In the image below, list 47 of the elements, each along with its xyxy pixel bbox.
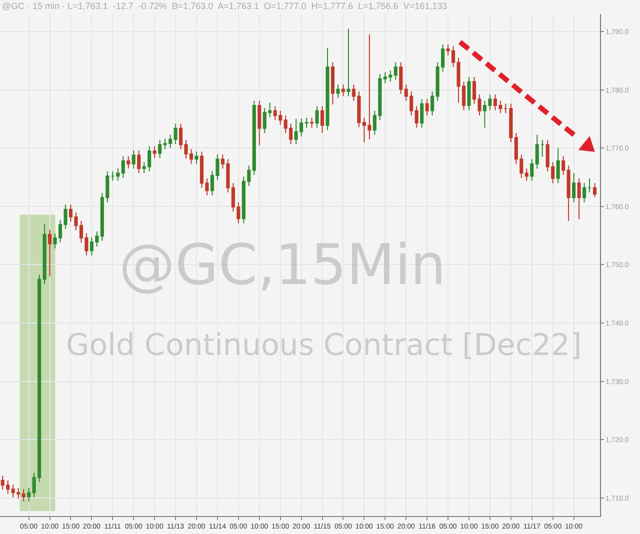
candlestick xyxy=(556,148,560,184)
candlestick xyxy=(330,62,335,105)
candlestick xyxy=(509,103,513,143)
candlestick xyxy=(566,165,570,222)
candlestick xyxy=(27,488,31,502)
candlestick xyxy=(524,168,528,182)
candlestick xyxy=(174,123,178,145)
candlestick xyxy=(582,182,586,203)
candlestick xyxy=(42,223,46,284)
candlestick xyxy=(326,47,330,131)
candlestick xyxy=(572,172,576,203)
candlestick xyxy=(504,103,508,114)
candlestick xyxy=(535,134,539,170)
candlestick xyxy=(540,139,544,158)
candlestick xyxy=(110,170,114,182)
candlestick xyxy=(467,76,471,111)
candlestick xyxy=(315,106,319,128)
candlestick xyxy=(562,156,566,176)
candlestick xyxy=(530,158,534,182)
candlestick xyxy=(414,106,418,128)
candlestick xyxy=(346,28,350,97)
candlestick xyxy=(116,168,120,182)
candlestick xyxy=(158,139,162,159)
candlestick xyxy=(577,178,581,220)
candlestick xyxy=(152,146,156,159)
candlestick xyxy=(194,151,198,164)
candlestick xyxy=(588,178,592,193)
candlestick xyxy=(430,91,434,116)
candlestick xyxy=(126,156,130,170)
candlestick xyxy=(137,150,141,174)
candlestick xyxy=(341,84,346,97)
candlestick xyxy=(304,117,308,128)
candlestick xyxy=(132,150,136,170)
candlestick xyxy=(394,62,398,80)
chart-title: @GC · 15 min · L=1,763.1 -12.7 -0.72% B=1,763.0 A=1,763.1 O=1,777.0 H=1,777.6 L=1,756.6 V=161,133 xyxy=(2,0,448,11)
candlestick xyxy=(320,106,324,134)
candlestick xyxy=(336,84,340,98)
candlestick xyxy=(121,156,125,178)
candlestick xyxy=(310,117,314,128)
candlestick xyxy=(252,100,256,176)
candlestick xyxy=(22,488,26,502)
candlestick xyxy=(399,62,403,94)
candlestick xyxy=(592,182,597,198)
candlestick xyxy=(420,98,424,128)
candlestick xyxy=(48,229,52,277)
candlestick xyxy=(258,100,262,146)
candlestick xyxy=(425,98,429,116)
